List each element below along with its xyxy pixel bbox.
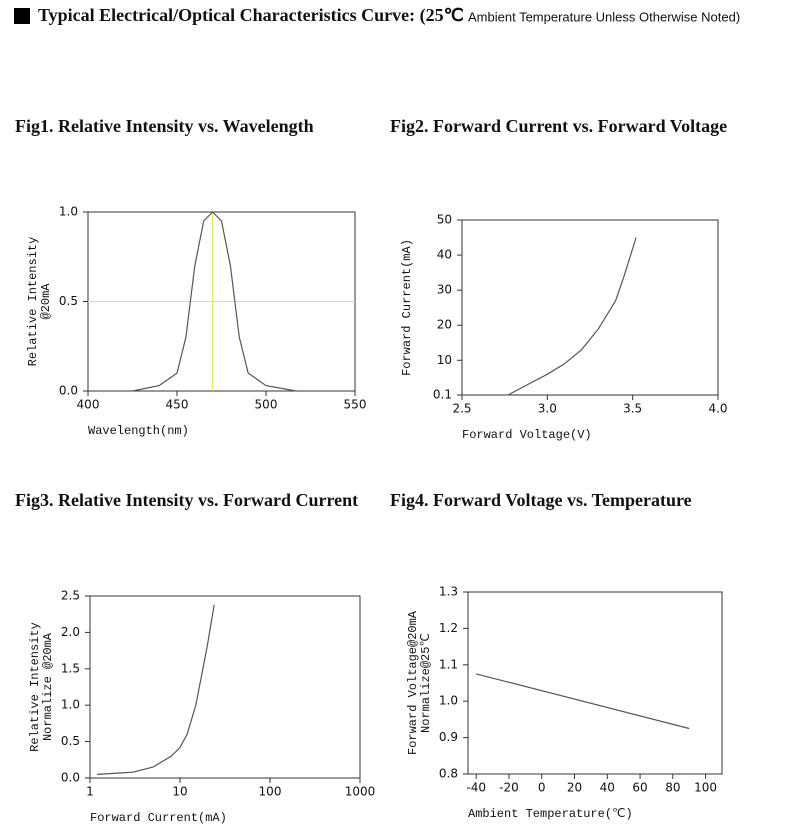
chart-title: Fig3. Relative Intensity vs. Forward Cur… [15,490,358,510]
y-tick-label: 1.0 [59,205,78,219]
x-tick-label: -20 [499,781,519,795]
y-tick-label: 20 [437,318,452,332]
y-tick-label: 0.1 [433,388,452,402]
x-tick-label: 3.5 [623,402,642,416]
x-axis-label: Forward Current(mA) [90,811,227,825]
curve [507,237,637,396]
header-title: Typical Electrical/Optical Characteristi… [38,5,464,26]
x-tick-label: 100 [259,785,282,799]
plot-frame [461,219,719,396]
y-axis-label: Relative Intensity [28,622,42,752]
x-axis-label: Wavelength(nm) [88,424,189,438]
curve [97,604,215,775]
y-axis-label: Relative Intensity [26,237,40,367]
y-tick-label: 0.5 [61,734,80,748]
chart-title: Fig2. Forward Current vs. Forward Voltag… [390,116,727,136]
y-tick-label: 0.0 [61,771,80,785]
x-tick-label: -40 [466,781,486,795]
curve [476,673,690,730]
y-tick-label: 2.5 [61,589,80,603]
y-axis-label: Normalize@25℃ [419,633,433,733]
curve [132,211,297,392]
chart-title: Fig4. Forward Voltage vs. Temperature [390,490,692,510]
x-tick-label: 4.0 [708,402,727,416]
x-axis-label: Forward Voltage(V) [462,428,592,442]
y-axis-label: Forward Current(mA) [400,239,414,376]
header-note: Ambient Temperature Unless Otherwise Not… [468,9,740,24]
y-tick-label: 1.1 [439,657,458,671]
plot-frame [467,591,723,775]
y-tick-label: 1.2 [439,621,458,635]
x-tick-label: 20 [567,781,582,795]
y-axis-label: Forward Voltage@20mA [406,610,420,755]
header-square [14,8,30,24]
chart-title: Fig1. Relative Intensity vs. Wavelength [15,116,314,136]
y-tick-label: 1.0 [439,694,458,708]
y-tick-label: 1.0 [61,698,80,712]
y-tick-label: 1.3 [439,585,458,599]
x-tick-label: 100 [694,781,717,795]
y-axis-label: Normalize @20mA [41,632,55,741]
y-tick-label: 0.0 [59,384,78,398]
y-tick-label: 0.9 [439,730,458,744]
y-tick-label: 50 [437,213,452,227]
x-tick-label: 40 [600,781,615,795]
x-tick-label: 1 [86,785,94,799]
x-tick-label: 80 [665,781,680,795]
x-tick-label: 3.0 [538,402,557,416]
x-tick-label: 10 [172,785,187,799]
plot-frame [89,595,361,779]
x-tick-label: 60 [632,781,647,795]
x-tick-label: 500 [255,398,278,412]
x-tick-label: 0 [538,781,546,795]
y-tick-label: 30 [437,283,452,297]
x-tick-label: 2.5 [452,402,471,416]
y-tick-label: 10 [437,353,452,367]
x-tick-label: 450 [166,398,189,412]
x-tick-label: 550 [344,398,367,412]
x-axis-label: Ambient Temperature(℃) [468,807,633,821]
y-tick-label: 1.5 [61,661,80,675]
y-axis-label: @20mA [39,283,53,320]
x-tick-label: 1000 [345,785,376,799]
x-tick-label: 400 [77,398,100,412]
y-tick-label: 0.8 [439,767,458,781]
y-tick-label: 0.5 [59,294,78,308]
y-tick-label: 40 [437,248,452,262]
y-tick-label: 2.0 [61,625,80,639]
